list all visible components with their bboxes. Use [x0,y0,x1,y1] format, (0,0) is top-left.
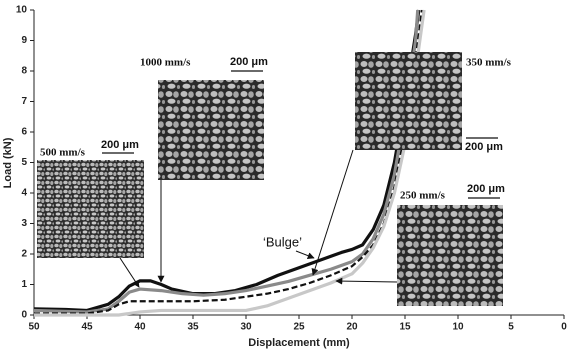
arrow [119,257,140,288]
x-tick-label: 5 [508,322,514,333]
x-tick-label: 0 [561,322,567,333]
annotation: ‘Bulge’ [263,234,302,249]
x-tick-label: 50 [28,322,40,333]
x-tick-label: 40 [134,322,146,333]
y-tick-label: 9 [21,35,27,46]
y-tick-label: 7 [21,96,27,107]
y-tick-label: 4 [21,188,27,199]
y-tick-label: 0 [21,310,27,321]
y-tick-label: 8 [21,66,27,77]
x-tick-label: 45 [81,322,93,333]
micrograph [37,160,144,258]
scale-bar-label: 200 μm [230,56,268,68]
series-line [34,9,426,317]
series-line [33,9,420,314]
scale-bar-label: 200 μm [467,183,505,195]
micrograph [397,205,503,306]
inset-label: 350 mm/s [466,57,512,69]
insets: 500 mm/s 200 μm 1000 mm/s 200 μm 350 mm/… [37,52,512,306]
micrograph [355,52,462,150]
lines [33,9,426,317]
x-tick-label: 15 [399,322,411,333]
y-tick-label: 1 [21,279,27,290]
y-tick-label: 6 [21,127,27,138]
y-tick-label: 2 [21,249,27,260]
scale-bar-label: 200 μm [465,141,503,153]
micrograph [158,80,264,180]
y-tick-label: 10 [16,5,28,16]
x-tick-label: 10 [452,322,464,333]
inset-label: 500 mm/s [40,147,86,159]
y-tick-label: 3 [21,218,27,229]
arrow [295,250,315,259]
x-axis-label: Displacement (mm) [248,337,350,349]
y-tick-label: 5 [21,157,27,168]
x-tick-label: 25 [293,322,305,333]
x-tick-label: 30 [240,322,252,333]
x-tick-label: 20 [346,322,358,333]
series-line [34,9,424,315]
series-line [33,9,421,313]
arrow [335,277,398,285]
scale-bar-label: 200 μm [101,139,139,151]
y-axis-label: Load (kN) [2,137,14,188]
inset-label: 1000 mm/s [140,57,191,69]
x-tick-label: 35 [187,322,199,333]
arrow [311,149,354,276]
inset-label: 250 mm/s [400,190,446,202]
